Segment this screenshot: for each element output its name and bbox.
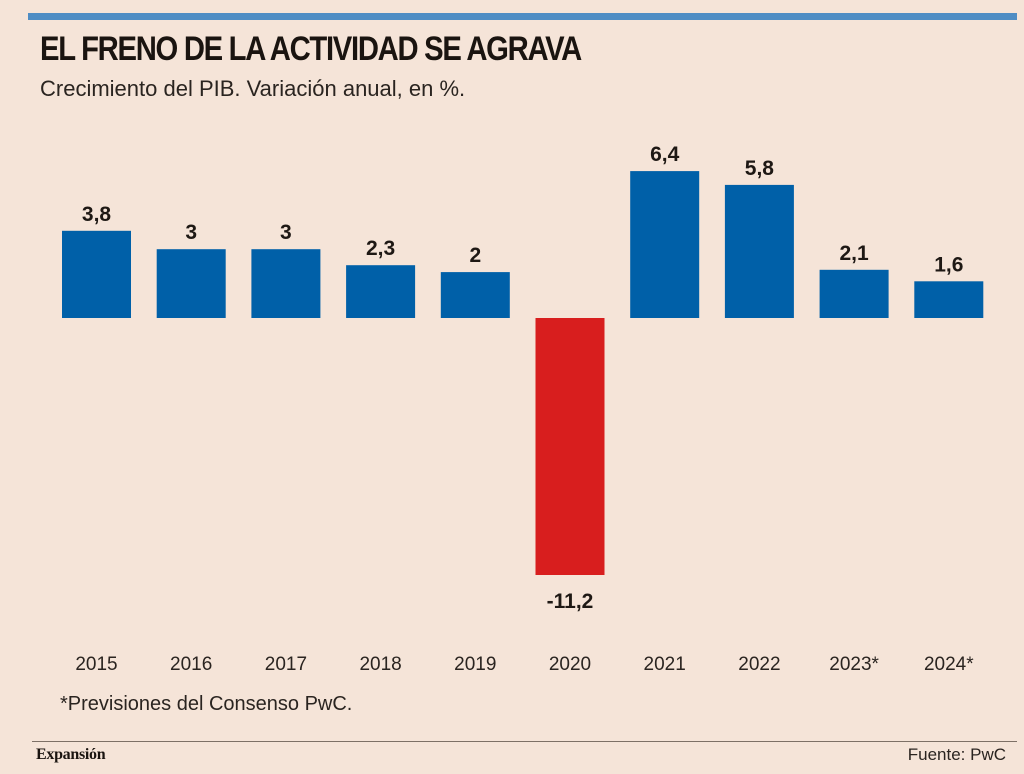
x-tick-label: 2021 [644, 654, 686, 675]
chart-title: EL FRENO DE LA ACTIVIDAD SE AGRAVA [40, 30, 582, 68]
bar-2021 [630, 171, 700, 318]
data-label: 2,1 [839, 242, 869, 265]
bar-2020 [535, 318, 605, 575]
bar-2017 [251, 249, 321, 318]
data-label: 2,3 [366, 237, 395, 260]
data-label: 6,4 [650, 143, 680, 166]
x-tick-label: 2016 [170, 654, 212, 675]
x-tick-label: 2023* [829, 654, 879, 675]
source-credit: Fuente: PwC [907, 745, 1006, 764]
x-tick-label: 2020 [549, 654, 591, 675]
bar-2015 [62, 230, 131, 318]
x-tick-label: 2019 [454, 654, 496, 675]
brand-logo: Expansión [36, 746, 106, 763]
data-label: 3 [185, 221, 197, 244]
chart-subtitle: Crecimiento del PIB. Variación anual, en… [40, 76, 466, 101]
bar-2019 [440, 272, 510, 318]
data-label: 5,8 [745, 157, 775, 180]
x-tick-label: 2015 [75, 654, 117, 675]
x-tick-label: 2017 [265, 654, 307, 675]
data-label: -11,2 [547, 590, 594, 613]
bar-2023 [819, 269, 889, 318]
data-label: 3 [280, 221, 292, 244]
bar-2024 [914, 281, 984, 318]
data-label: 2 [469, 244, 481, 267]
x-tick-label: 2022 [738, 654, 780, 675]
bar-2022 [724, 184, 794, 318]
bar-2016 [156, 249, 226, 318]
forecast-footnote: *Previsiones del Consenso PwC. [60, 693, 353, 715]
top-accent-rule [28, 13, 1017, 20]
data-label: 1,6 [934, 253, 963, 276]
x-tick-label: 2018 [359, 654, 401, 675]
footer-rule [32, 741, 1017, 742]
data-label: 3,8 [82, 203, 112, 226]
x-tick-label: 2024* [924, 654, 974, 675]
bar-2018 [346, 265, 416, 318]
